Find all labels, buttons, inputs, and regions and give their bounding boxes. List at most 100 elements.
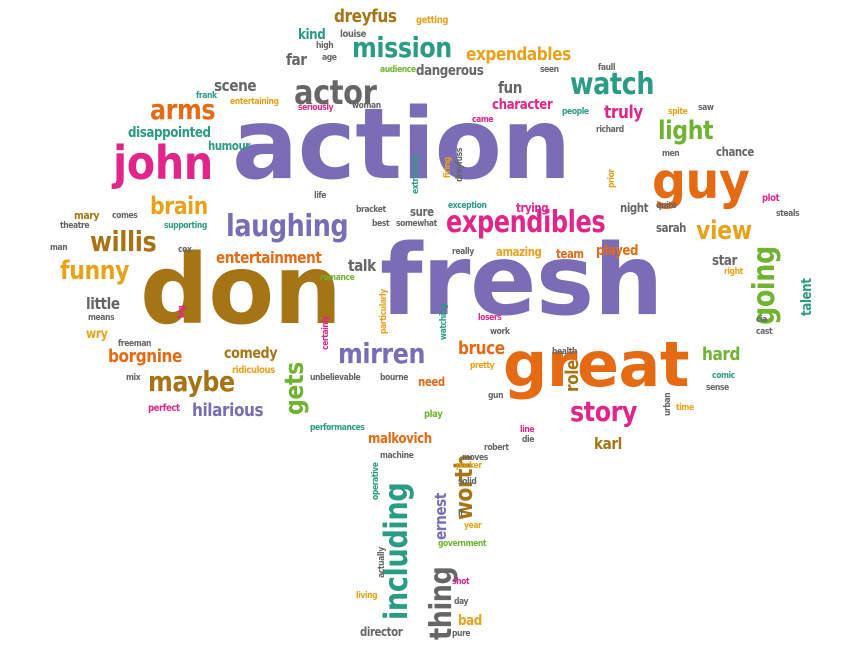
word-high: high	[316, 41, 334, 51]
word-came: came	[472, 115, 494, 125]
word-karl: karl	[594, 434, 622, 453]
word-play: play	[424, 409, 443, 420]
word-age: age	[322, 53, 337, 63]
word-far: far	[286, 50, 307, 69]
word-time: time	[676, 403, 694, 413]
word-kind: kind	[298, 27, 326, 43]
word-urban: urban	[663, 392, 673, 416]
word-mission: mission	[352, 31, 452, 64]
word-brain: brain	[150, 192, 208, 220]
word-bourne: bourne	[380, 373, 409, 383]
word-louise: louise	[340, 29, 367, 40]
word-romance: romance	[320, 273, 355, 283]
word-amazing: amazing	[496, 245, 542, 259]
word-bad: bad	[458, 613, 482, 629]
word-shot: shot	[452, 577, 470, 587]
word-really: really	[452, 247, 474, 257]
word-sense: sense	[706, 383, 729, 393]
word-pure: pure	[452, 629, 471, 639]
word-maybe: maybe	[148, 365, 235, 398]
word-woman: woman	[352, 101, 381, 111]
word-talk: talk	[348, 256, 376, 275]
word-dreyfus: dreyfus	[334, 6, 397, 27]
word-unbelievable: unbelievable	[310, 373, 361, 383]
word-played: played	[596, 243, 639, 259]
word-frank: frank	[196, 91, 217, 101]
word-perfect: perfect	[148, 403, 180, 414]
word-bruce: bruce	[458, 338, 505, 359]
word-man: man	[50, 243, 68, 253]
word-hard: hard	[702, 344, 741, 365]
word-spite: spite	[668, 107, 688, 117]
word-action: action	[232, 88, 571, 202]
word-line: line	[520, 425, 535, 435]
word-little: little	[86, 294, 120, 313]
word-seriously: seriously	[298, 103, 334, 113]
word-seen: seen	[540, 65, 559, 75]
word-talent: talent	[799, 278, 815, 316]
word-john: john	[113, 136, 213, 190]
word-moves: moves	[462, 453, 488, 463]
word-director: director	[360, 625, 403, 639]
word-scene: scene	[214, 76, 257, 95]
word-people: people	[562, 107, 589, 117]
word-ll: ll	[458, 509, 463, 519]
word-steals: steals	[776, 209, 800, 219]
word-government: government	[438, 539, 487, 549]
word-best: best	[372, 219, 390, 229]
word-supporting: supporting	[164, 221, 207, 231]
word-dreyfuss: dreyfuss	[455, 148, 465, 182]
word-exception: exception	[448, 201, 487, 211]
word-gun: gun	[488, 391, 504, 401]
word-dangerous: dangerous	[416, 63, 484, 79]
word-need: need	[418, 375, 445, 389]
word-pretty: pretty	[470, 361, 495, 371]
word-theatre: theatre	[60, 221, 90, 231]
word-funny: funny	[60, 256, 130, 286]
word-disappointed: disappointed	[128, 125, 211, 141]
word-machine: machine	[380, 451, 414, 461]
word-fun: fun	[498, 78, 523, 97]
word-character: character	[492, 97, 553, 113]
word-saw: saw	[698, 103, 714, 113]
word-men: men	[662, 149, 680, 159]
word-cox: cox	[178, 245, 192, 255]
word-comedy: comedy	[224, 344, 278, 362]
word-ridiculous: ridiculous	[232, 365, 275, 376]
word-role: role	[562, 360, 583, 392]
word-die: die	[522, 435, 535, 445]
word-team: team	[556, 247, 584, 261]
word-star: star	[712, 253, 737, 269]
word-losers: losers	[478, 313, 502, 323]
word-malkovich: malkovich	[368, 431, 432, 447]
word-entertainment: entertainment	[216, 248, 322, 267]
word-plot: plot	[762, 193, 780, 204]
word-view: view	[696, 216, 752, 246]
word-humour: humour	[208, 139, 250, 153]
word-going: going	[747, 246, 782, 325]
word-watching: watching	[439, 303, 449, 340]
word-right: right	[724, 267, 743, 277]
word-day: day	[454, 597, 469, 607]
word-bracket: bracket	[356, 205, 386, 215]
word-quite: quite	[656, 201, 677, 211]
word-extremely: extremely	[411, 154, 421, 194]
word-comes: comes	[112, 211, 138, 221]
word-mirren: mirren	[338, 337, 425, 370]
word-richard: richard	[596, 125, 624, 135]
word-mary: mary	[74, 209, 100, 222]
word-prior: prior	[607, 169, 617, 188]
word-wry: wry	[86, 327, 108, 342]
word-chance: chance	[716, 145, 754, 159]
word-borgnine: borgnine	[108, 346, 182, 367]
word-truly: truly	[604, 102, 643, 123]
word-cia: cia	[756, 315, 768, 325]
word-expendibles: expendibles	[446, 205, 606, 240]
word-ernest: ernest	[431, 493, 450, 540]
word-actor: actor	[294, 73, 377, 113]
word-work: work	[490, 327, 510, 337]
word-freeman: freeman	[118, 339, 152, 349]
word-story: story	[570, 395, 638, 428]
word-particularly: particularly	[379, 289, 389, 334]
word-getting: getting	[416, 15, 449, 26]
